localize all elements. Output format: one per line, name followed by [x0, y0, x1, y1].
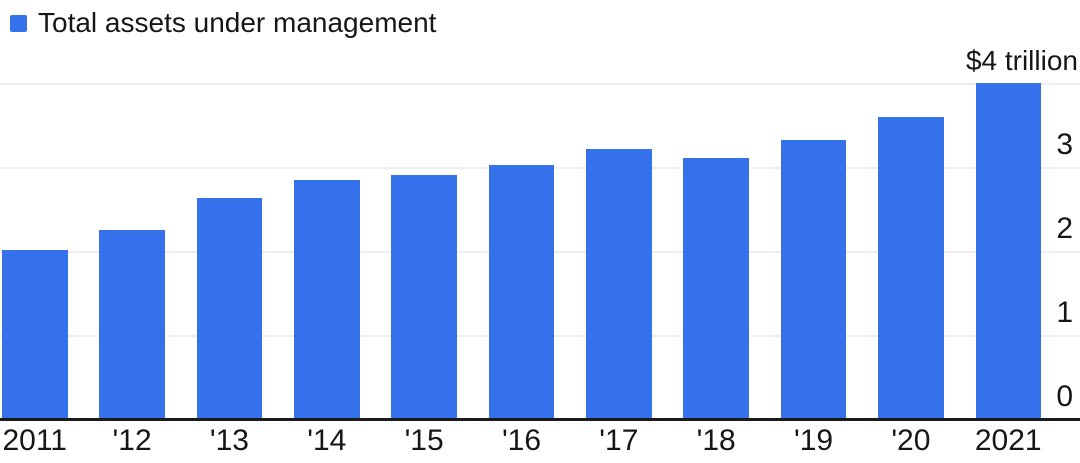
bar-14	[294, 179, 360, 419]
legend: Total assets under management	[10, 7, 437, 39]
y-tick-label: $4 trillion	[965, 45, 1078, 77]
y-tick-label: 2	[1056, 212, 1073, 245]
x-axis-line	[0, 418, 1080, 421]
bar-20	[878, 116, 944, 419]
bar-16	[488, 165, 555, 419]
bar-12	[99, 230, 165, 419]
x-tick-label: 2021	[974, 424, 1042, 457]
x-tick-label: '19	[793, 424, 834, 457]
bar-17	[586, 149, 652, 419]
bar-15	[391, 175, 457, 419]
y-tick-label: 0	[1056, 380, 1073, 413]
legend-label: Total assets under management	[38, 7, 437, 38]
x-tick-label: '14	[307, 424, 347, 457]
bar-2011	[2, 250, 68, 419]
x-tick-label: '12	[112, 424, 152, 457]
y-tick-label: 3	[1056, 128, 1073, 161]
bar-13	[196, 198, 263, 419]
gridline	[0, 83, 1080, 85]
x-tick-label: '18	[696, 424, 736, 457]
x-tick-label: '15	[404, 424, 444, 457]
x-tick-label: '16	[501, 424, 542, 457]
x-tick-label: '20	[891, 424, 931, 457]
x-tick-label: '17	[599, 424, 639, 457]
bar-18	[683, 157, 749, 419]
x-tick-label: 2011	[2, 424, 67, 457]
bar-19	[780, 140, 847, 419]
y-tick-label: 1	[1056, 296, 1073, 329]
bar-2021	[975, 83, 1041, 419]
legend-swatch-icon	[10, 14, 27, 32]
x-tick-label: '13	[209, 424, 249, 457]
